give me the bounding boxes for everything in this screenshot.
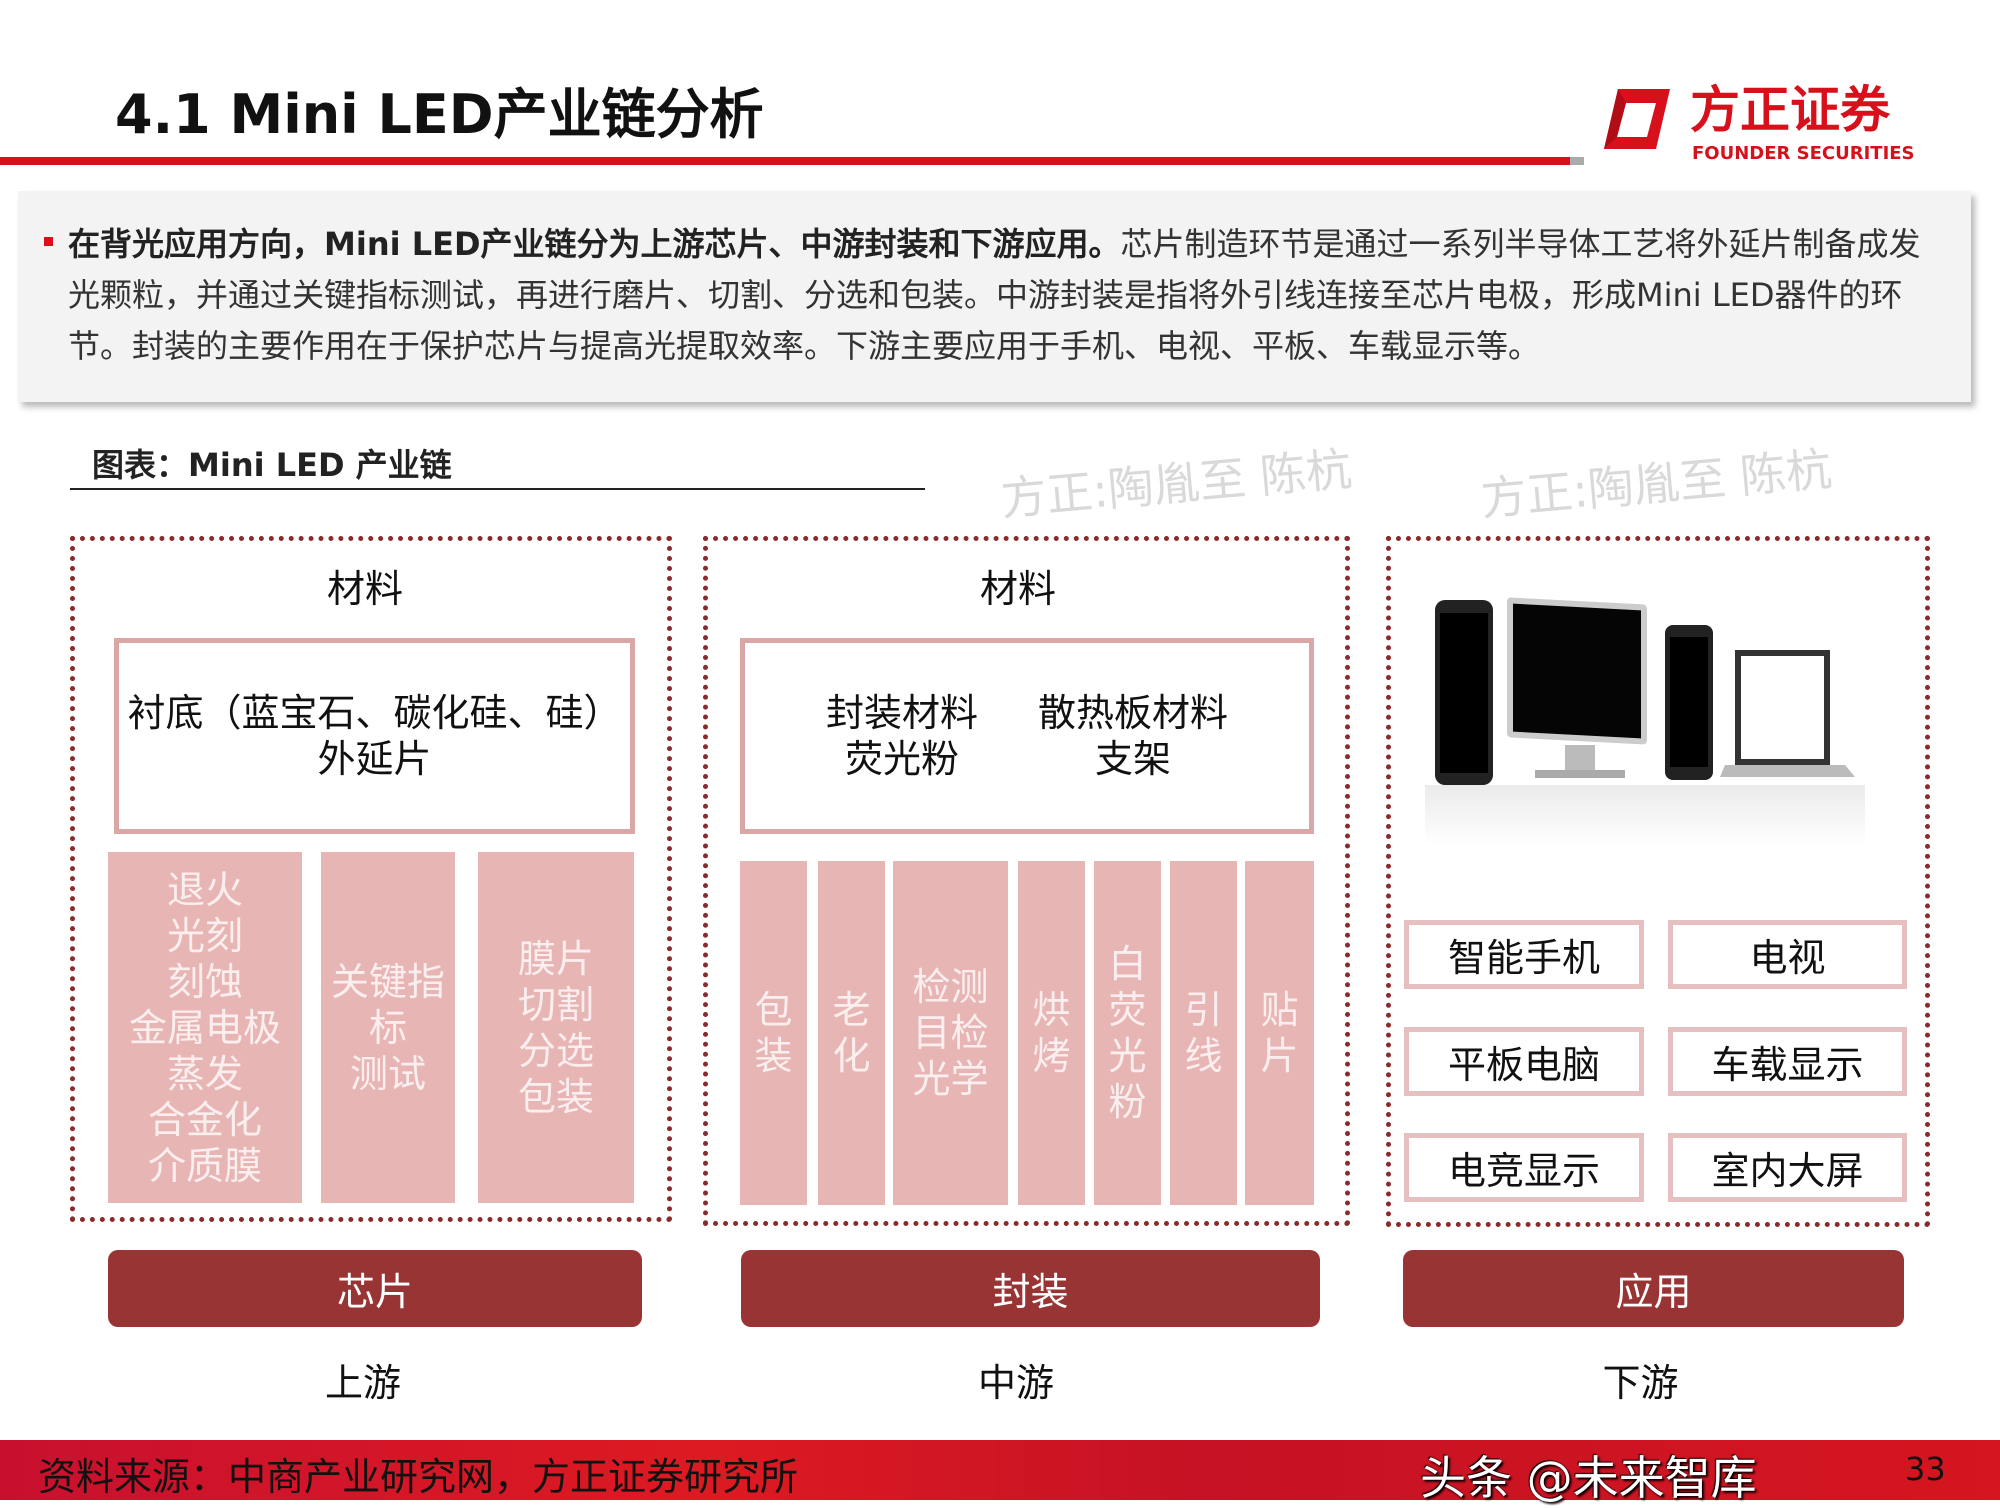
watermark: 方正:陶胤至 陈杭 <box>998 441 1355 527</box>
midstream-process-4: 烘 烤 <box>1018 861 1085 1205</box>
upstream-material-box: 衬底（蓝宝石、碳化硅、硅） 外延片 <box>114 638 635 834</box>
upstream-label: 上游 <box>324 1361 401 1405</box>
app-tablet: 平板电脑 <box>1404 1027 1644 1096</box>
midstream-material-title: 材料 <box>979 567 1056 611</box>
svg-text:方正证券: 方正证券 <box>1690 81 1891 139</box>
midstream-process-7: 贴 片 <box>1245 861 1314 1205</box>
app-indoor-screen: 室内大屏 <box>1668 1133 1907 1202</box>
summary-text: 芯片制造环节是通过一系列半导体工艺将外延片制备成发光颗粒，并通过关键指标测试，再… <box>68 225 1921 365</box>
packaging-button: 封装 <box>741 1250 1320 1327</box>
midstream-box <box>703 536 1350 1226</box>
page-number: 33 <box>1905 1450 1946 1488</box>
title-divider <box>0 157 1570 165</box>
upstream-box <box>70 536 672 1222</box>
packaging-material: 封装材料 <box>825 691 978 735</box>
app-tv: 电视 <box>1668 920 1907 989</box>
summary-box: 在背光应用方向，Mini LED产业链分为上游芯片、中游封装和下游应用。芯片制造… <box>18 191 1971 402</box>
midstream-process-2: 老 化 <box>818 861 885 1205</box>
summary-bold: 在背光应用方向，Mini LED产业链分为上游芯片、中游封装和下游应用。 <box>68 225 1121 263</box>
svg-text:FOUNDER SECURITIES: FOUNDER SECURITIES <box>1692 143 1915 164</box>
midstream-label: 中游 <box>977 1361 1054 1405</box>
material-group-2: 散热板材料 支架 <box>1038 690 1228 782</box>
midstream-process-5: 白 荧 光 粉 <box>1094 861 1161 1205</box>
footer-band <box>0 1440 2000 1500</box>
upstream-process-1: 退火 光刻 刻蚀 金属电极 蒸发 合金化 介质膜 <box>108 852 302 1203</box>
material-group-1: 封装材料 荧光粉 <box>826 690 978 782</box>
figure-caption: 图表：Mini LED 产业链 <box>92 446 452 484</box>
downstream-box <box>1386 536 1930 1227</box>
midstream-process-6: 引 线 <box>1170 861 1237 1205</box>
bullet-icon <box>44 237 53 246</box>
title-divider-end <box>1570 157 1584 165</box>
phosphor: 荧光粉 <box>844 737 959 781</box>
midstream-process-1: 包 装 <box>740 861 807 1205</box>
toutiao-watermark: 头条 @未来智库 <box>1420 1451 1757 1505</box>
page-title: 4.1 Mini LED产业链分析 <box>115 83 764 146</box>
heat-sink-material: 散热板材料 <box>1038 691 1229 735</box>
source-note: 资料来源：中商产业研究网，方正证券研究所 <box>38 1455 799 1499</box>
app-smartphone: 智能手机 <box>1404 920 1644 989</box>
upstream-process-3: 膜片 切割 分选 包装 <box>478 852 634 1203</box>
founder-securities-logo: 方正证券 FOUNDER SECURITIES <box>1600 79 1930 169</box>
midstream-process-3: 检测 目检 光学 <box>893 861 1008 1205</box>
application-button: 应用 <box>1403 1250 1904 1327</box>
midstream-material-box: 封装材料 荧光粉 散热板材料 支架 <box>740 638 1314 834</box>
app-car-display: 车载显示 <box>1668 1027 1907 1096</box>
app-gaming-display: 电竞显示 <box>1404 1133 1644 1202</box>
substrate-text: 衬底（蓝宝石、碳化硅、硅） <box>127 691 622 735</box>
watermark: 方正:陶胤至 陈杭 <box>1478 441 1835 527</box>
upstream-process-2: 关键指 标 测试 <box>321 852 455 1203</box>
downstream-label: 下游 <box>1602 1361 1679 1405</box>
caption-underline <box>70 488 925 490</box>
devices-image <box>1425 585 1905 855</box>
bracket: 支架 <box>1095 737 1172 781</box>
epitaxial-text: 外延片 <box>317 737 432 781</box>
upstream-material-title: 材料 <box>326 567 403 611</box>
chip-button: 芯片 <box>108 1250 642 1327</box>
